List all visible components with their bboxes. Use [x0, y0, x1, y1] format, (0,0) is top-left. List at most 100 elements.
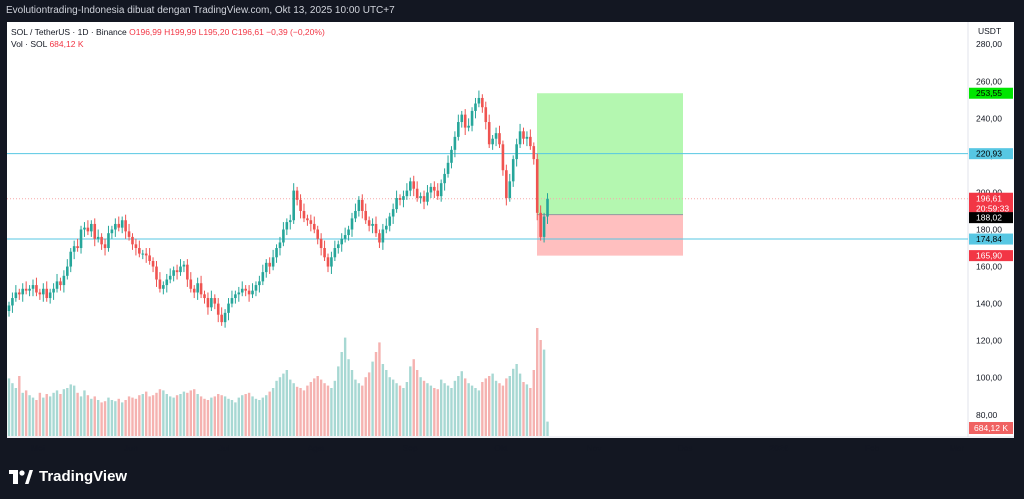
candle[interactable] — [532, 142, 536, 165]
candle[interactable] — [525, 131, 529, 147]
candle[interactable] — [240, 281, 244, 297]
candle[interactable] — [45, 281, 49, 302]
candle[interactable] — [309, 214, 313, 232]
candle[interactable] — [415, 181, 419, 202]
candle[interactable] — [196, 277, 199, 300]
position-stop-zone[interactable] — [537, 214, 683, 256]
candle[interactable] — [223, 309, 227, 328]
candle[interactable] — [501, 140, 505, 176]
candle[interactable] — [7, 301, 11, 317]
candle[interactable] — [494, 127, 498, 147]
candle[interactable] — [175, 264, 179, 280]
candle[interactable] — [216, 298, 220, 323]
tradingview-logo[interactable]: TradingView — [9, 468, 127, 485]
candle[interactable] — [505, 164, 508, 206]
candle[interactable] — [268, 257, 271, 274]
candle[interactable] — [460, 110, 464, 128]
candle[interactable] — [182, 260, 186, 273]
candle[interactable] — [83, 222, 86, 237]
candle[interactable] — [179, 259, 182, 276]
candle[interactable] — [186, 259, 189, 287]
candle[interactable] — [148, 248, 151, 265]
candle[interactable] — [24, 281, 28, 295]
candle[interactable] — [326, 253, 330, 273]
candle[interactable] — [409, 177, 412, 197]
candle[interactable] — [138, 240, 141, 258]
candle[interactable] — [168, 268, 172, 284]
candle[interactable] — [165, 273, 169, 293]
candle[interactable] — [350, 212, 354, 237]
candle[interactable] — [230, 290, 234, 308]
candle[interactable] — [292, 183, 295, 224]
candle[interactable] — [312, 216, 316, 234]
candle[interactable] — [295, 186, 299, 206]
candle[interactable] — [48, 288, 52, 304]
candle[interactable] — [42, 283, 45, 302]
candle[interactable] — [114, 218, 117, 237]
candle[interactable] — [498, 125, 501, 148]
candle[interactable] — [470, 107, 474, 132]
candle[interactable] — [402, 190, 405, 208]
candle[interactable] — [59, 277, 62, 291]
candle[interactable] — [429, 183, 433, 199]
candle[interactable] — [302, 203, 306, 223]
candle[interactable] — [491, 135, 494, 150]
candle[interactable] — [141, 249, 145, 260]
candle[interactable] — [189, 272, 193, 293]
candle[interactable] — [210, 290, 213, 312]
candle[interactable] — [542, 212, 546, 243]
candle[interactable] — [103, 238, 107, 256]
candle[interactable] — [446, 155, 450, 178]
candle[interactable] — [264, 259, 268, 278]
candle[interactable] — [457, 114, 460, 141]
candle[interactable] — [124, 214, 127, 239]
candle[interactable] — [90, 220, 93, 237]
candle[interactable] — [374, 216, 378, 237]
candle[interactable] — [117, 216, 121, 232]
candle[interactable] — [518, 123, 522, 148]
volume-label[interactable]: Vol · SOL — [11, 39, 48, 49]
candle[interactable] — [487, 114, 491, 148]
candle[interactable] — [426, 185, 429, 206]
candle[interactable] — [192, 285, 196, 299]
candle[interactable] — [347, 225, 350, 241]
candle[interactable] — [439, 179, 443, 202]
candle[interactable] — [127, 223, 131, 241]
price-chart[interactable]: USDT280,00260,00240,00220,00200,00180,00… — [0, 0, 1024, 460]
candle[interactable] — [237, 286, 241, 302]
candle[interactable] — [306, 214, 309, 226]
candle[interactable] — [144, 248, 148, 263]
candle[interactable] — [93, 218, 97, 247]
candle[interactable] — [474, 97, 477, 119]
candle[interactable] — [234, 290, 237, 304]
candle[interactable] — [419, 192, 422, 204]
candle[interactable] — [371, 218, 374, 234]
candle[interactable] — [450, 146, 453, 169]
candle[interactable] — [271, 249, 275, 271]
candle[interactable] — [443, 168, 446, 191]
candle[interactable] — [398, 194, 402, 206]
candle[interactable] — [357, 196, 361, 217]
candle[interactable] — [96, 229, 100, 243]
candle[interactable] — [158, 272, 162, 293]
candle[interactable] — [199, 275, 203, 299]
candle[interactable] — [333, 240, 337, 261]
candle[interactable] — [539, 205, 542, 241]
candle[interactable] — [134, 238, 138, 256]
candle[interactable] — [282, 222, 285, 247]
candle[interactable] — [323, 240, 326, 261]
candle[interactable] — [251, 283, 254, 299]
candle[interactable] — [405, 183, 409, 200]
candle[interactable] — [463, 109, 467, 136]
candle[interactable] — [79, 225, 83, 254]
candle[interactable] — [31, 279, 35, 297]
candle[interactable] — [433, 181, 436, 199]
candle[interactable] — [206, 292, 210, 315]
candle[interactable] — [546, 193, 549, 224]
candle[interactable] — [110, 225, 114, 239]
candle[interactable] — [244, 285, 247, 297]
candle[interactable] — [220, 307, 223, 326]
candle[interactable] — [336, 240, 340, 254]
candle[interactable] — [107, 225, 110, 252]
candle[interactable] — [391, 203, 395, 224]
